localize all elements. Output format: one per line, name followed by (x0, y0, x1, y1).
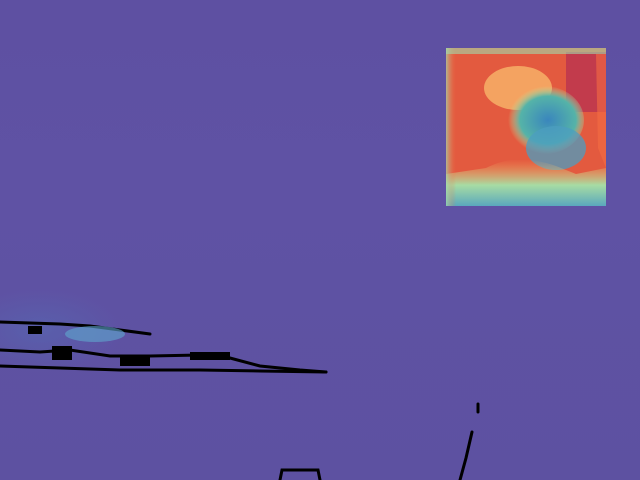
silhouette-highlight (65, 326, 125, 342)
silhouette-base-contour (0, 364, 328, 374)
silhouette-pole (458, 430, 474, 480)
heatmap-graphic (446, 48, 606, 206)
heatmap-window (446, 48, 606, 206)
silhouette-block-a (52, 346, 72, 360)
silhouette-block-d (120, 356, 150, 366)
heatmap-cool-lobe (526, 126, 586, 170)
heatmap-right-streak (596, 54, 606, 168)
silhouette-block-b (28, 326, 42, 334)
silhouette-box (278, 468, 322, 480)
heatmap-top-edge (446, 48, 606, 54)
heatmap-lower-band (446, 159, 606, 206)
heatmap-left-edge (446, 48, 456, 206)
silhouette-block-c (190, 352, 230, 360)
silhouette-top-contour (0, 320, 152, 336)
